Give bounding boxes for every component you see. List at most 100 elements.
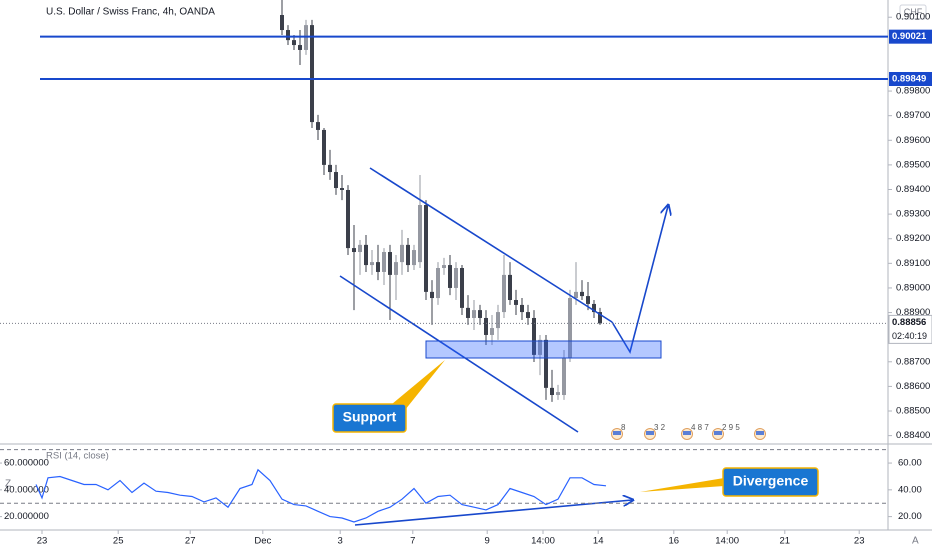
- x-tick-label: 7: [410, 536, 415, 547]
- x-tick-label: 14:00: [531, 536, 555, 547]
- y-tick-label: 0.89400: [896, 184, 930, 195]
- candle-body: [580, 291, 584, 297]
- event-label: 2 9 5: [722, 423, 740, 432]
- candle-body: [448, 265, 452, 288]
- candle-body: [532, 317, 536, 355]
- last-price-label: 0.88856: [892, 317, 926, 328]
- candle-body: [322, 129, 326, 165]
- candle-body: [556, 392, 560, 396]
- candle-body: [400, 244, 404, 263]
- drawings: [339, 167, 668, 526]
- event-flag: [613, 431, 621, 435]
- y-tick-label: 0.88900: [896, 307, 930, 318]
- ui-button[interactable]: Z: [5, 479, 11, 490]
- candle-body: [394, 262, 398, 275]
- candle-body: [436, 268, 440, 299]
- candle-body: [430, 291, 434, 299]
- y-tick-label: 0.90100: [896, 12, 930, 23]
- rsi-tick-label: 60.00: [898, 458, 922, 469]
- projection-arrow: [611, 206, 668, 355]
- candle-body: [598, 312, 602, 324]
- x-tick-label: 27: [185, 536, 196, 547]
- currency-box: [899, 4, 927, 20]
- candle-body: [508, 274, 512, 301]
- candle-body: [358, 244, 362, 253]
- x-tick-label: 16: [669, 536, 680, 547]
- candle-body: [382, 252, 386, 272]
- rsi-tick-label: 40.00: [898, 484, 922, 495]
- candle-body: [484, 317, 488, 335]
- event-label: 3 2: [654, 423, 666, 432]
- event-flag: [714, 431, 722, 435]
- candle-body: [490, 328, 494, 335]
- y-tick-label: 0.89500: [896, 159, 930, 170]
- last-price-box: [888, 314, 932, 344]
- rsi-line: [35, 468, 607, 523]
- ui-button[interactable]: A: [912, 536, 919, 547]
- callout-pointer: [392, 360, 445, 410]
- chart-title: U.S. Dollar / Swiss Franc, 4h, OANDA: [46, 7, 215, 18]
- candle-body: [592, 303, 596, 313]
- callout-box: [722, 467, 819, 497]
- level-label-box: [889, 72, 932, 87]
- x-tick-label: 9: [485, 536, 490, 547]
- candle-body: [526, 312, 530, 318]
- callout-text: Divergence: [733, 473, 809, 489]
- candle-body: [520, 304, 524, 313]
- x-tick-label: 14: [593, 536, 604, 547]
- candle-body: [388, 252, 392, 275]
- level-label-box: [889, 29, 932, 44]
- candle-body: [514, 300, 518, 305]
- x-tick-label: Dec: [254, 536, 271, 547]
- candle-body: [316, 122, 320, 130]
- y-tick-label: 0.89600: [896, 135, 930, 146]
- x-tick-label: 23: [37, 536, 48, 547]
- x-tick-label: 23: [854, 536, 865, 547]
- level-label: 0.89849: [892, 74, 926, 85]
- candle-body: [586, 296, 590, 304]
- callout-text: Support: [343, 409, 397, 425]
- event-flag: [683, 431, 691, 435]
- currency-label: CHF: [904, 7, 923, 17]
- rsi-tick-label: 20.00: [898, 511, 922, 522]
- candle-body: [550, 387, 554, 396]
- candle-body: [562, 358, 566, 396]
- candle-body: [370, 262, 374, 266]
- y-tick-label: 0.88500: [896, 406, 930, 417]
- candle-body: [298, 45, 302, 50]
- candle-body: [292, 40, 296, 46]
- rsi-left-tick-label: 20.000000: [4, 511, 49, 522]
- candle-body: [310, 25, 314, 123]
- candle-body: [406, 244, 410, 266]
- candle-body: [412, 250, 416, 266]
- callout-pointer: [640, 478, 724, 492]
- candle-body: [442, 265, 446, 269]
- candle-body: [346, 189, 350, 249]
- candle-body: [544, 339, 548, 388]
- event-label: 4 8 7: [691, 423, 709, 432]
- candle-body: [334, 172, 338, 189]
- rsi-left-tick-label: 40.000000: [4, 484, 49, 495]
- candle-body: [496, 312, 500, 329]
- support-zone: [425, 340, 662, 359]
- event-label: 8: [621, 423, 626, 432]
- candle-body: [280, 15, 284, 31]
- y-tick-label: 0.88700: [896, 356, 930, 367]
- candle-body: [352, 248, 356, 253]
- candle-body: [328, 164, 332, 173]
- event-flag: [756, 431, 764, 435]
- countdown-label: 02:40:19: [892, 331, 927, 341]
- y-tick-label: 0.89300: [896, 209, 930, 220]
- callout-box: [332, 403, 407, 433]
- candle-body: [568, 298, 572, 359]
- candle-body: [286, 30, 290, 41]
- candle-body: [418, 205, 422, 263]
- y-tick-label: 0.88600: [896, 381, 930, 392]
- y-tick-label: 0.89700: [896, 110, 930, 121]
- y-tick-label: 0.88400: [896, 430, 930, 441]
- y-tick-label: 0.89000: [896, 282, 930, 293]
- candle-body: [460, 268, 464, 308]
- candle-body: [424, 205, 428, 292]
